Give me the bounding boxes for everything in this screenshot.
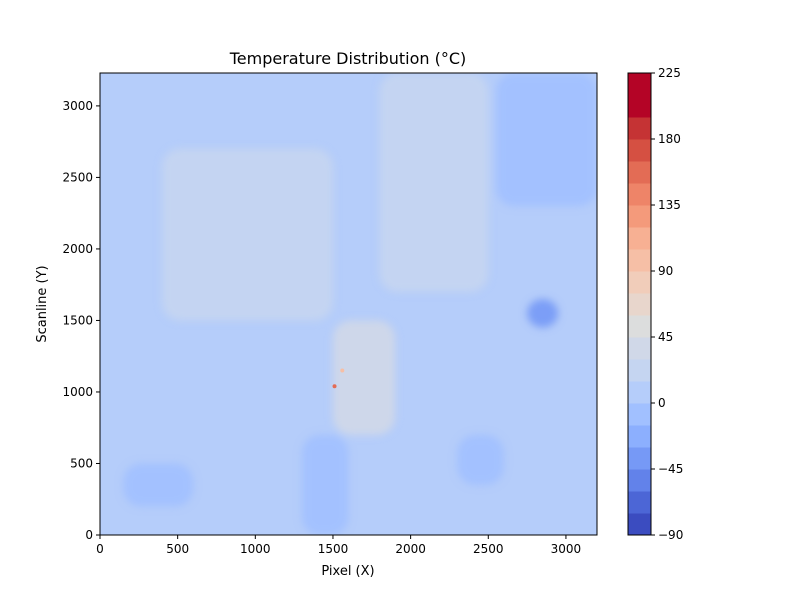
y-tick-label: 3000 xyxy=(62,99,93,113)
heatmap-region xyxy=(162,148,333,321)
y-tick-label: 1500 xyxy=(62,313,93,327)
colorbar-frame xyxy=(627,72,652,536)
colorbar-band xyxy=(628,249,651,272)
y-tick-label: 500 xyxy=(70,456,93,470)
colorbar-band xyxy=(628,183,651,206)
colorbar-band xyxy=(628,271,651,294)
colorbar-tick-label: 180 xyxy=(658,132,681,146)
x-axis-label: Pixel (X) xyxy=(321,564,374,579)
colorbar-band xyxy=(628,315,651,338)
colorbar-band xyxy=(628,491,651,514)
heatmap-region xyxy=(379,73,489,292)
colorbar-band xyxy=(628,447,651,470)
colorbar-band xyxy=(628,95,651,118)
colorbar-band xyxy=(628,205,651,228)
colorbar-band xyxy=(628,513,651,536)
colorbar-band xyxy=(628,337,651,360)
y-tick-label: 0 xyxy=(85,528,93,542)
colorbar-band xyxy=(628,381,651,404)
colorbar-tick-label: −90 xyxy=(658,528,683,542)
y-axis: 0 500 1000 1500 2000 2500 3000 xyxy=(62,99,100,542)
x-tick-label: 1500 xyxy=(318,542,349,556)
colorbar-band xyxy=(628,469,651,492)
colorbar-band xyxy=(628,359,651,382)
colorbar-band xyxy=(628,139,651,162)
colorbar-band xyxy=(628,403,651,426)
y-axis-label: Scanline (Y) xyxy=(35,265,50,342)
y-tick-label: 2500 xyxy=(62,170,93,184)
x-tick-label: 2000 xyxy=(395,542,426,556)
x-tick-label: 0 xyxy=(96,542,104,556)
chart-title: Temperature Distribution (°C) xyxy=(229,49,467,68)
heatmap-region xyxy=(301,434,349,535)
x-tick-label: 2500 xyxy=(473,542,504,556)
colorbar-band xyxy=(628,161,651,184)
colorbar-tick-label: 135 xyxy=(658,198,681,212)
heatmap-region xyxy=(123,463,194,507)
colorbar-band xyxy=(628,425,651,448)
colorbar-band xyxy=(628,73,651,96)
plot-frame xyxy=(99,72,598,536)
y-tick-label: 2000 xyxy=(62,242,93,256)
x-tick-label: 500 xyxy=(166,542,189,556)
x-tick-label: 1000 xyxy=(240,542,271,556)
x-axis: 0 500 1000 1500 2000 2500 3000 xyxy=(96,535,581,556)
colorbar-tick-label: 45 xyxy=(658,330,673,344)
heatmap-region xyxy=(332,320,396,435)
heatmap-region xyxy=(457,434,504,485)
colorbar: −90 −45 0 45 90 135 180 225 xyxy=(627,66,683,542)
y-tick-label: 1000 xyxy=(62,385,93,399)
x-tick-label: 3000 xyxy=(551,542,582,556)
colorbar-band xyxy=(628,117,651,140)
colorbar-tick-label: −45 xyxy=(658,462,683,476)
colorbar-tick-label: 90 xyxy=(658,264,673,278)
colorbar-tick-label: 0 xyxy=(658,396,666,410)
colorbar-band xyxy=(628,227,651,250)
colorbar-tick-label: 225 xyxy=(658,66,681,80)
heatmap-hotspot xyxy=(340,368,345,373)
colorbar-band xyxy=(628,293,651,316)
heatmap-hotspot xyxy=(332,384,337,389)
heatmap-region xyxy=(496,73,597,207)
heatmap-plot-area xyxy=(100,73,597,535)
heatmap-region xyxy=(527,298,559,328)
